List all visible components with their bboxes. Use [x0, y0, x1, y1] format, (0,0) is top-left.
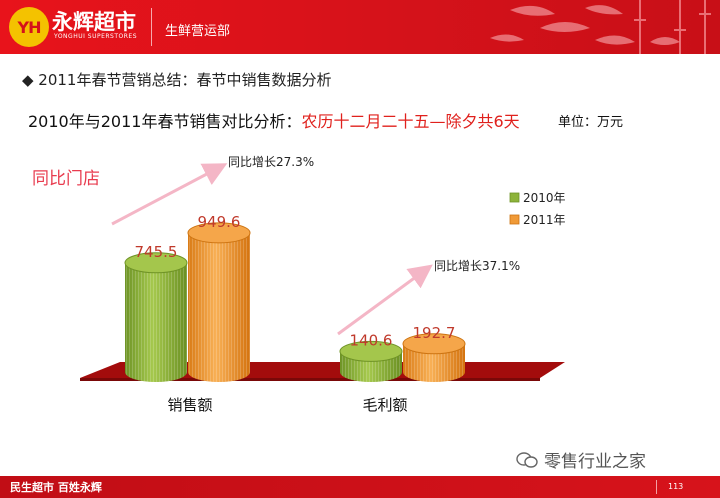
legend-swatch — [509, 214, 520, 225]
category-label: 毛利额 — [362, 396, 407, 414]
growth-annotation: 同比增长27.3% — [228, 155, 314, 169]
logo-mark: YH — [9, 7, 49, 47]
category-label: 销售额 — [167, 396, 212, 414]
logo-text: 永辉超市 — [52, 10, 136, 34]
bar-0-0 — [124, 252, 188, 382]
bar-top — [402, 333, 466, 355]
footer-bar: 民生超市 百姓永辉 113 — [0, 476, 720, 498]
unit-label: 单位：万元 — [558, 115, 624, 130]
page-number: 113 — [668, 482, 684, 491]
bamboo-decoration — [490, 0, 711, 54]
legend-label: 2010年 — [523, 191, 566, 205]
logo-subtext: YONGHUI SUPERSTORES — [54, 33, 138, 40]
store-label: 同比门店 — [32, 169, 100, 189]
bar-0-1 — [187, 222, 251, 382]
bar-1-1 — [402, 333, 466, 382]
growth-arrow — [337, 264, 433, 336]
growth-annotation: 同比增长37.1% — [434, 259, 520, 273]
header-bar: YH 永辉超市 YONGHUI SUPERSTORES 生鲜营运部 — [0, 0, 720, 54]
data-label: 949.6 — [198, 213, 241, 231]
bar-texture — [403, 343, 465, 382]
bar-top — [124, 252, 188, 274]
watermark-text: 零售行业之家 — [544, 452, 646, 472]
subtitle: 2010年与2011年春节销售对比分析：农历十二月二十五—除夕共6天 — [28, 108, 520, 132]
legend-swatch — [509, 192, 520, 203]
growth-arrow — [111, 163, 228, 226]
footer-slogan: 民生超市 百姓永辉 — [10, 481, 102, 494]
data-label: 140.6 — [350, 331, 393, 349]
bar-texture — [125, 262, 187, 382]
header-divider — [151, 8, 152, 46]
legend-label: 2011年 — [523, 213, 566, 227]
watermark: 零售行业之家 — [516, 447, 646, 472]
data-label: 192.7 — [413, 324, 456, 342]
subtitle-prefix: 2010年与2011年春节销售对比分析： — [28, 112, 302, 131]
bar-top — [187, 222, 251, 244]
footer-separator — [656, 480, 657, 494]
data-label: 745.5 — [135, 243, 178, 261]
bar-1-0 — [339, 340, 403, 382]
wechat-icon — [516, 451, 538, 468]
subtitle-highlight: 农历十二月二十五—除夕共6天 — [301, 112, 520, 131]
bar-top — [339, 340, 403, 362]
department-label: 生鲜营运部 — [165, 24, 231, 39]
slide-title: ◆ 2011年春节营销总结：春节中销售数据分析 — [22, 71, 332, 89]
bar-texture — [188, 232, 250, 382]
